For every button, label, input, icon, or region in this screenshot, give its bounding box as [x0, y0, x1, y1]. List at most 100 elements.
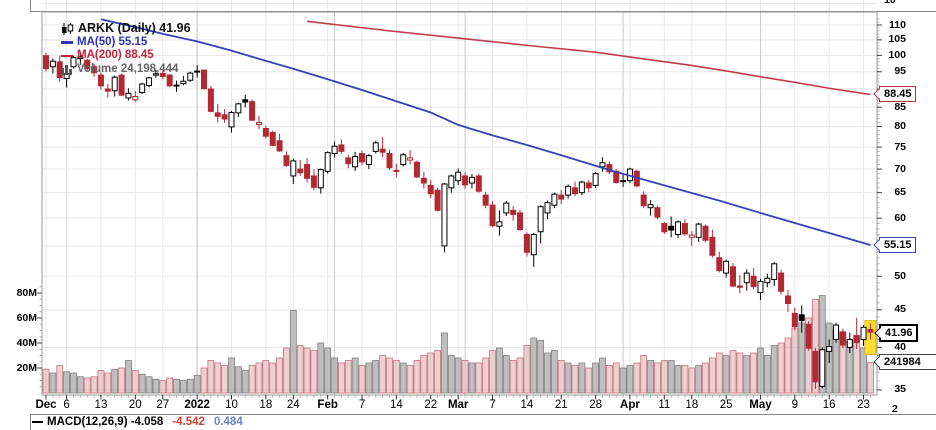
volume-bar — [784, 337, 792, 394]
candle-body — [448, 175, 455, 189]
candle-body — [805, 323, 812, 349]
volume-bar — [344, 360, 352, 394]
candle-body — [640, 194, 647, 207]
volume-bar — [125, 360, 132, 394]
candle-body — [468, 176, 475, 184]
volume-bar — [729, 350, 737, 394]
candle-body — [386, 153, 393, 169]
volume-bar — [83, 377, 91, 394]
candle-body — [146, 77, 153, 86]
volume-bar — [152, 378, 160, 394]
volume-bar — [331, 357, 338, 394]
candle-body — [523, 234, 530, 253]
volume-bar — [695, 365, 703, 394]
volume-bar — [118, 367, 125, 394]
volume-bar — [447, 355, 455, 394]
date-axis-label: 14 — [389, 399, 403, 411]
candle-body — [345, 157, 352, 165]
candle-body — [407, 157, 414, 161]
candle-body — [853, 335, 860, 344]
volume-bar — [186, 378, 194, 394]
price-flag-last-close: 41.96 — [879, 323, 918, 342]
candle-body — [812, 350, 819, 383]
date-axis-label: 13 — [94, 399, 108, 411]
volume-bar — [750, 352, 758, 394]
price-axis-label: 65 — [894, 186, 906, 199]
volume-bar — [626, 365, 634, 394]
volume-bar — [770, 345, 778, 394]
price-axis-label: 70 — [894, 162, 906, 175]
volume-bar — [351, 357, 359, 394]
price-axis-label: 35 — [894, 383, 906, 396]
candle-body — [791, 312, 798, 328]
volume-bar — [502, 355, 510, 394]
candle-body — [180, 80, 187, 85]
candle-body — [262, 128, 269, 137]
candle-body — [331, 145, 338, 155]
volume-bar — [812, 298, 819, 394]
volume-bar — [482, 357, 490, 394]
price-flag-ma50: 55.15 — [879, 236, 916, 253]
candle-body — [269, 132, 276, 146]
date-axis-label: 6 — [63, 399, 70, 411]
volume-bar — [317, 342, 325, 394]
price-axis-label: 50 — [894, 269, 906, 282]
volume-axis-label: 80M — [16, 286, 37, 299]
date-axis-label: May — [749, 399, 772, 411]
volume-bar — [743, 355, 751, 394]
date-axis-label: 18 — [685, 399, 699, 411]
price-axis-label: 40 — [894, 340, 906, 353]
candle-body — [750, 275, 757, 288]
macd-axis-tick-label: 2 — [892, 403, 898, 415]
volume-bar — [131, 370, 139, 394]
candle-body — [118, 74, 125, 96]
volume-bar — [496, 347, 503, 394]
volume-bar — [557, 360, 565, 394]
date-axis-label: Feb — [317, 399, 338, 411]
candle-body — [235, 103, 242, 114]
volume-bar — [791, 327, 799, 394]
candle-body — [819, 349, 826, 387]
candle-body — [228, 111, 235, 128]
volume-bar — [647, 360, 654, 394]
ma200-line — [306, 20, 871, 96]
volume-bar — [234, 366, 242, 394]
candle-body — [304, 164, 311, 179]
candle-body — [139, 83, 146, 94]
candle-body — [592, 173, 599, 186]
volume-bar — [674, 365, 682, 394]
volume-bars-icon — [61, 64, 72, 75]
candle-body — [290, 160, 297, 177]
volume-bar — [173, 378, 180, 394]
candle-body — [585, 182, 592, 189]
date-axis-label: 11 — [658, 399, 671, 411]
volume-bar — [70, 372, 77, 394]
volume-bar — [640, 355, 648, 394]
candle-body — [84, 59, 91, 69]
volume-bar — [283, 347, 290, 394]
candle-body — [297, 168, 304, 174]
volume-bar — [798, 322, 806, 394]
candle-body — [221, 114, 228, 120]
price-axis-label: 45 — [894, 303, 906, 316]
volume-bar — [736, 352, 744, 394]
volume-bar — [138, 373, 146, 394]
candle-body — [475, 175, 482, 192]
volume-bar — [599, 357, 606, 394]
candle-body — [530, 234, 537, 256]
volume-bar — [248, 365, 256, 394]
candle-body — [214, 112, 221, 117]
candle-body — [70, 57, 77, 68]
price-axis-label: 60 — [894, 211, 906, 224]
candle-body — [482, 194, 489, 206]
candle-body — [565, 185, 572, 196]
volume-bar — [159, 380, 167, 394]
volume-bar — [90, 376, 98, 394]
volume-bar — [214, 362, 222, 394]
candle-body — [441, 183, 448, 247]
candle-body — [558, 194, 565, 200]
date-axis-label: 28 — [589, 399, 602, 411]
volume-bar — [763, 355, 771, 394]
